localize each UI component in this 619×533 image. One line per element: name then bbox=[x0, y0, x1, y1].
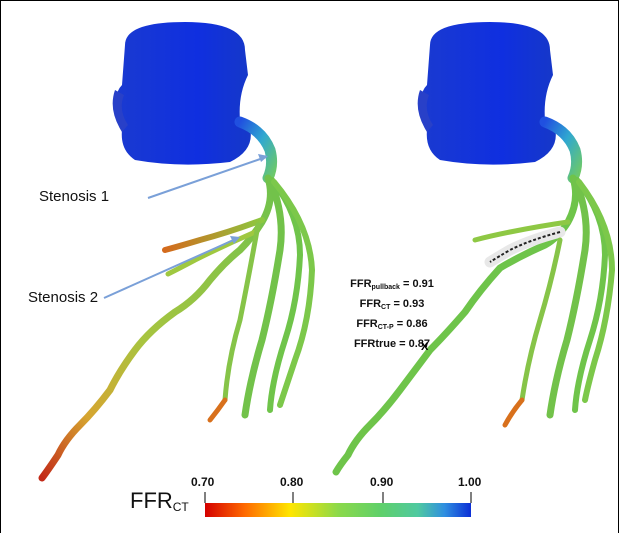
left-model bbox=[38, 22, 316, 482]
left-main-right bbox=[539, 116, 583, 184]
lad-left bbox=[38, 174, 274, 482]
aorta-root-right bbox=[417, 90, 433, 132]
branch-a-left bbox=[241, 176, 285, 419]
ffr-ctp-line: FFRCT-P = 0.86 bbox=[356, 318, 428, 331]
branch-c-left bbox=[271, 179, 316, 408]
arrow-stenosis-2 bbox=[103, 237, 239, 299]
branch-yellow-left bbox=[165, 229, 258, 277]
arrow-head-2 bbox=[230, 236, 240, 244]
branch-d-left bbox=[222, 222, 261, 403]
branch-c-right bbox=[576, 179, 616, 403]
colorbar-tick-label: 0.70 bbox=[191, 475, 215, 489]
stenosis-1-label: Stenosis 1 bbox=[39, 188, 110, 205]
arrow-stenosis-1 bbox=[147, 156, 267, 199]
callout-arrows bbox=[103, 154, 268, 299]
branch-b-left bbox=[267, 177, 304, 413]
colorbar-title: FFRCT bbox=[130, 488, 189, 514]
colorbar-tick-label: 1.00 bbox=[458, 475, 482, 489]
ffr-true-line: FFRtrue = 0.87 bbox=[353, 338, 431, 350]
branch-a-right bbox=[546, 176, 590, 419]
colorbar-tick-label: 0.90 bbox=[370, 475, 394, 489]
ffr-ct-line: FFRCT = 0.93 bbox=[359, 298, 425, 311]
branch-top-right bbox=[472, 219, 571, 243]
ffr-pullback-line: FFRpullback = 0.91 bbox=[350, 278, 434, 291]
branch-d-right bbox=[519, 237, 563, 403]
left-main-left bbox=[234, 116, 278, 184]
stenosis-2-label: Stenosis 2 bbox=[28, 289, 99, 306]
branch-tip-right bbox=[502, 397, 525, 428]
aorta-left bbox=[116, 22, 251, 165]
ffr-measurements: FFRpullback = 0.91 FFRCT = 0.93 FFRCT-P … bbox=[322, 276, 462, 353]
arrow-head-1 bbox=[258, 154, 268, 162]
measurement-point-marker: X bbox=[421, 341, 429, 353]
right-model bbox=[332, 22, 616, 476]
aorta-root-left bbox=[112, 90, 128, 132]
stent-mesh bbox=[489, 231, 561, 263]
aorta-right bbox=[421, 22, 556, 165]
colorbar-gradient bbox=[205, 503, 471, 517]
branch-tip-left bbox=[207, 397, 228, 423]
colorbar bbox=[204, 492, 472, 517]
colorbar-tick-label: 0.80 bbox=[280, 475, 304, 489]
branch-orange-left bbox=[162, 217, 265, 253]
